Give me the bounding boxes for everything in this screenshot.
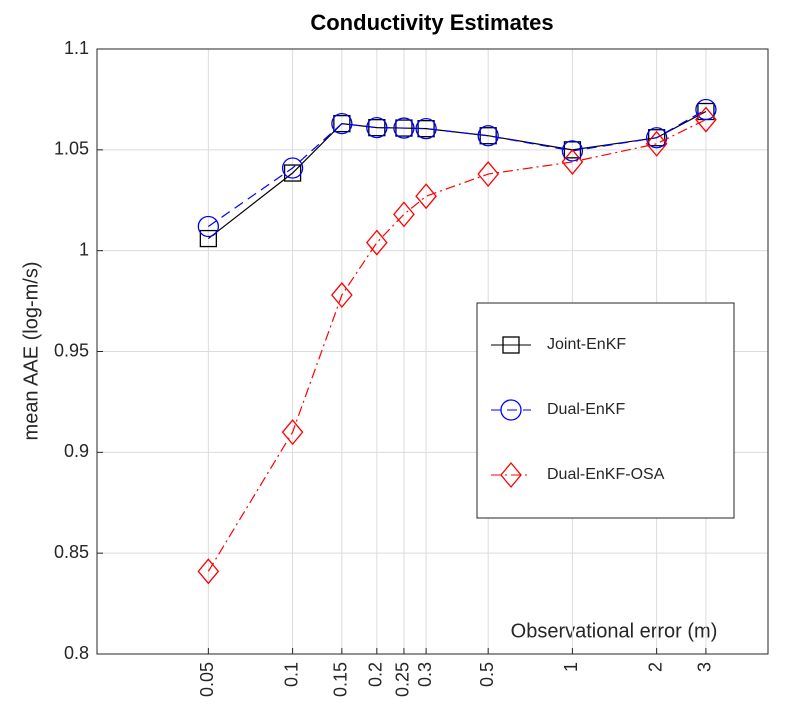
y-tick-label: 0.9 xyxy=(64,441,89,461)
marker xyxy=(393,117,415,139)
series-line xyxy=(208,108,707,227)
legend-label: Joint-EnKF xyxy=(547,336,626,353)
y-tick-label: 0.8 xyxy=(64,643,89,663)
x-tick-label: 0.3 xyxy=(415,662,435,687)
x-tick-label: 0.05 xyxy=(197,662,217,697)
y-tick-label: 1 xyxy=(79,239,89,259)
legend-label: Dual-EnKF-OSA xyxy=(547,466,665,483)
marker xyxy=(500,399,522,421)
marker xyxy=(477,161,500,188)
plot-frame xyxy=(96,48,769,655)
marker xyxy=(365,229,388,256)
marker xyxy=(395,119,413,137)
y-tick-label: 0.95 xyxy=(54,340,89,360)
marker xyxy=(197,558,220,585)
marker xyxy=(477,125,499,147)
marker xyxy=(331,112,353,135)
marker xyxy=(393,201,415,228)
marker xyxy=(281,157,304,179)
chart-title: Conductivity Estimates xyxy=(310,10,553,35)
x-tick-label: 0.15 xyxy=(331,662,351,697)
marker xyxy=(331,282,353,309)
x-tick-label: 1 xyxy=(561,662,581,672)
marker xyxy=(645,130,668,157)
legend-box xyxy=(476,302,735,519)
y-tick-label: 0.85 xyxy=(54,542,89,562)
y-tick-label: 1.05 xyxy=(54,139,89,159)
marker xyxy=(561,148,584,175)
x-tick-label: 2 xyxy=(645,662,665,672)
x-axis-label: Observational error (m) xyxy=(511,620,718,642)
x-tick-label: 0.25 xyxy=(393,662,413,697)
x-tick-label: 3 xyxy=(695,662,715,672)
x-tick-label: 0.5 xyxy=(477,662,497,687)
marker xyxy=(415,183,437,210)
marker xyxy=(695,106,717,133)
marker xyxy=(199,229,218,248)
series-line xyxy=(207,110,707,240)
marker xyxy=(366,117,388,139)
x-tick-label: 0.2 xyxy=(366,662,386,687)
marker xyxy=(479,127,497,145)
marker xyxy=(281,419,304,446)
marker xyxy=(645,127,668,149)
marker xyxy=(561,140,584,162)
marker xyxy=(333,114,351,133)
x-tick-label: 0.1 xyxy=(281,662,301,687)
series-line xyxy=(207,119,707,572)
y-tick-label: 1.1 xyxy=(64,38,89,58)
y-axis-label: mean AAE (log-m/s) xyxy=(20,262,42,441)
marker xyxy=(502,336,520,354)
marker xyxy=(695,98,717,121)
marker xyxy=(197,215,220,238)
marker xyxy=(647,129,666,147)
marker xyxy=(415,118,437,140)
legend-label: Dual-EnKF xyxy=(547,401,625,418)
marker xyxy=(500,461,522,489)
